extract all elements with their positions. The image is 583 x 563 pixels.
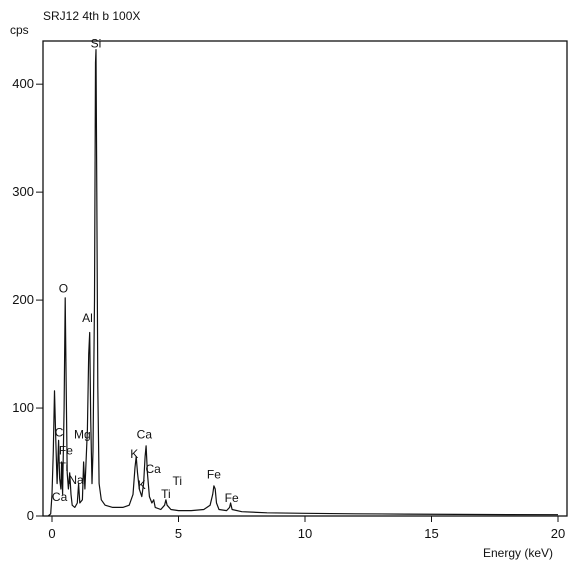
y-tick-label: 0	[27, 508, 34, 523]
peak-label-ca: Ca	[146, 462, 162, 476]
axis-ticks	[36, 83, 559, 522]
peak-label-al: Al	[82, 311, 93, 325]
peak-label-ti: Ti	[172, 474, 182, 488]
spectrum-series-line	[47, 49, 559, 517]
y-axis-label: cps	[10, 23, 29, 37]
peak-label-si: Si	[91, 37, 102, 51]
peak-label-na: Na	[68, 473, 84, 487]
x-tick-label: 10	[298, 526, 312, 541]
peak-label-ti: Ti	[59, 460, 69, 474]
chart-title: SRJ12 4th b 100X	[43, 9, 140, 23]
y-tick-label: 400	[12, 76, 34, 91]
peak-label-mg: Mg	[74, 427, 91, 441]
peak-label-k: K	[130, 447, 138, 461]
x-tick-label: 15	[424, 526, 438, 541]
peak-label-ti: Ti	[161, 487, 171, 501]
y-tick-label: 100	[12, 400, 34, 415]
peak-label-fe: Fe	[225, 491, 239, 505]
y-tick-label: 300	[12, 184, 34, 199]
peak-label-k: K	[138, 478, 146, 492]
peak-label-fe: Fe	[207, 467, 221, 481]
x-tick-label: 5	[175, 526, 182, 541]
peak-label-ca: Ca	[137, 427, 153, 441]
peak-label-fe: Fe	[59, 444, 73, 458]
peak-label-ca: Ca	[52, 490, 68, 504]
plot-frame	[42, 40, 568, 517]
peak-label-c: C	[55, 425, 64, 439]
peak-label-o: O	[59, 282, 68, 296]
x-axis-label: Energy (keV)	[483, 546, 553, 560]
x-tick-label: 0	[48, 526, 55, 541]
x-tick-label: 20	[551, 526, 565, 541]
y-tick-label: 200	[12, 292, 34, 307]
